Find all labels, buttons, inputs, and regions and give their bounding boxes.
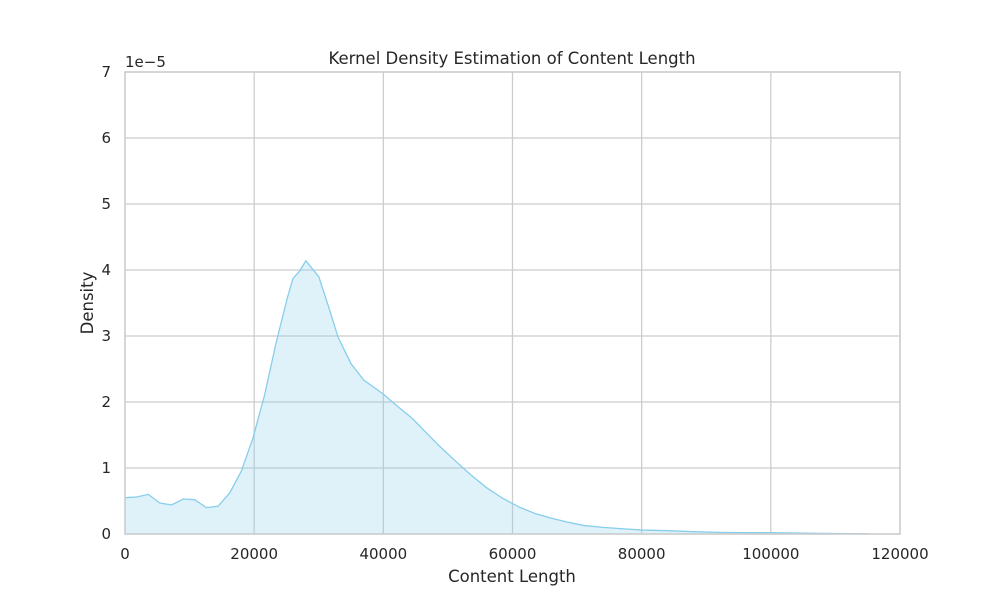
x-tick-label: 120000 xyxy=(871,545,928,563)
y-axis-ticks: 0 1 2 3 4 5 6 7 xyxy=(101,63,111,543)
y-offset-label: 1e−5 xyxy=(125,53,166,71)
x-tick-label: 100000 xyxy=(742,545,799,563)
y-tick-label: 7 xyxy=(101,63,111,81)
x-axis-ticks: 0 20000 40000 60000 80000 100000 120000 xyxy=(120,545,928,563)
x-tick-label: 40000 xyxy=(359,545,407,563)
x-tick-label: 60000 xyxy=(489,545,537,563)
y-tick-label: 4 xyxy=(101,261,111,279)
x-axis-title: Content Length xyxy=(448,567,576,586)
density-area-fill xyxy=(125,260,868,534)
density-series xyxy=(124,259,868,535)
y-axis-title: Density xyxy=(78,271,97,334)
chart-title: Kernel Density Estimation of Content Len… xyxy=(328,49,695,68)
y-tick-label: 3 xyxy=(101,327,111,345)
y-tick-label: 0 xyxy=(101,525,111,543)
plot-frame xyxy=(124,71,901,535)
y-tick-label: 5 xyxy=(101,195,111,213)
y-tick-label: 2 xyxy=(101,393,111,411)
y-tick-label: 1 xyxy=(101,459,111,477)
y-tick-label: 6 xyxy=(101,129,111,147)
x-tick-label: 80000 xyxy=(618,545,666,563)
x-tick-label: 0 xyxy=(120,545,130,563)
density-curve-line xyxy=(124,259,868,535)
x-tick-label: 20000 xyxy=(230,545,278,563)
